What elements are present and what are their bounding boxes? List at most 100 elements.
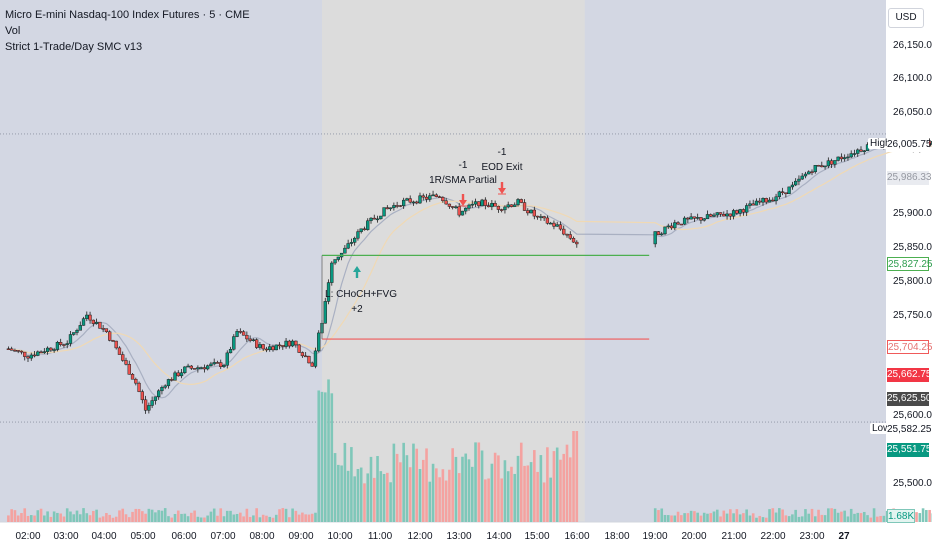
candle [431, 194, 435, 197]
candle [206, 365, 210, 370]
volume-bar [804, 509, 807, 522]
volume-bar [386, 472, 389, 522]
volume-bar [65, 508, 69, 522]
symbol-title[interactable]: Micro E-mini Nasdaq-100 Index Futures · … [5, 9, 250, 21]
volume-bar [519, 442, 523, 522]
volume-bar [820, 514, 824, 522]
candle [343, 247, 347, 254]
volume-bar [415, 448, 419, 522]
candle [392, 205, 396, 209]
candle [153, 396, 158, 401]
volume-bar [43, 515, 46, 522]
volume-bar [216, 515, 219, 522]
candle [758, 200, 762, 203]
volume-bar [36, 510, 40, 522]
volume-bar [653, 508, 657, 522]
candle [552, 222, 556, 227]
volume-bar [699, 515, 703, 522]
volume-bar [849, 508, 853, 522]
candle [202, 367, 207, 370]
volume-bar [297, 514, 301, 522]
volume-bar [421, 459, 425, 522]
candle [176, 372, 180, 377]
volume-bar [797, 516, 801, 522]
volume-bar [13, 510, 17, 522]
time-tick: 10:00 [327, 531, 353, 542]
volume-bar [118, 510, 121, 522]
volume-bar [369, 456, 373, 522]
volume-bar [778, 508, 781, 522]
candle [150, 400, 154, 406]
volume-bar [157, 510, 160, 522]
exit-qty: -1 [497, 147, 507, 158]
volume-legend[interactable]: Vol [5, 25, 21, 37]
volume-bar [333, 453, 337, 522]
volume-bar [745, 509, 748, 522]
volume-bar [827, 508, 830, 522]
time-tick: 21:00 [721, 531, 747, 542]
volume-bar [150, 509, 154, 522]
candle [274, 344, 278, 351]
candle [673, 222, 677, 229]
volume-bar [59, 513, 62, 522]
entry-label: L: CHoCH+FVG [325, 289, 397, 300]
time-tick: 05:00 [130, 531, 156, 542]
candle [532, 209, 536, 217]
volume-bar [758, 515, 762, 522]
candle [702, 218, 706, 221]
strategy-legend[interactable]: Strict 1-Trade/Day SMC v13 [5, 41, 143, 53]
candle [317, 332, 321, 352]
candle [774, 196, 778, 202]
volume-bar [39, 508, 43, 522]
candle [549, 222, 553, 225]
candle [682, 217, 687, 225]
volume-bar [320, 391, 324, 522]
candle [718, 212, 723, 215]
candle [771, 199, 775, 202]
volume-bar [686, 513, 690, 522]
candle [72, 332, 76, 335]
candle [147, 405, 151, 411]
volume-bar [206, 515, 209, 522]
candle [486, 205, 491, 208]
volume-bar [448, 469, 451, 522]
candle [679, 223, 683, 226]
candle [767, 199, 772, 203]
candle [558, 224, 563, 230]
candle [856, 149, 860, 154]
candle [163, 385, 167, 388]
volume-bar [696, 512, 699, 522]
volume-bar [314, 512, 317, 522]
volume-bar [673, 515, 677, 522]
candle [111, 340, 115, 342]
volume-bar [291, 508, 294, 522]
volume-bar [817, 509, 820, 522]
volume-bar [193, 510, 196, 522]
candle [506, 204, 510, 208]
volume-bar [29, 515, 33, 522]
candle [346, 243, 350, 249]
volume-bar [190, 512, 193, 522]
volume-bar [657, 510, 660, 522]
candle [575, 241, 579, 245]
volume-bar [167, 516, 170, 522]
volume-bar [441, 469, 445, 522]
volume-bar [340, 465, 343, 522]
candle [13, 350, 17, 352]
currency-button[interactable]: USD [888, 8, 924, 28]
candle [529, 209, 533, 214]
volume-bar [281, 508, 285, 522]
volume-bar [176, 510, 180, 522]
volume-bar [108, 514, 111, 522]
candle [411, 201, 416, 204]
volume-bar [399, 462, 402, 522]
volume-bar [46, 511, 49, 522]
candle [183, 366, 187, 373]
candle [467, 204, 471, 209]
sma-fast-line [8, 144, 932, 399]
candle [232, 336, 236, 350]
price-tick: 26,150.00 [893, 40, 932, 51]
volume-bar [428, 481, 432, 522]
